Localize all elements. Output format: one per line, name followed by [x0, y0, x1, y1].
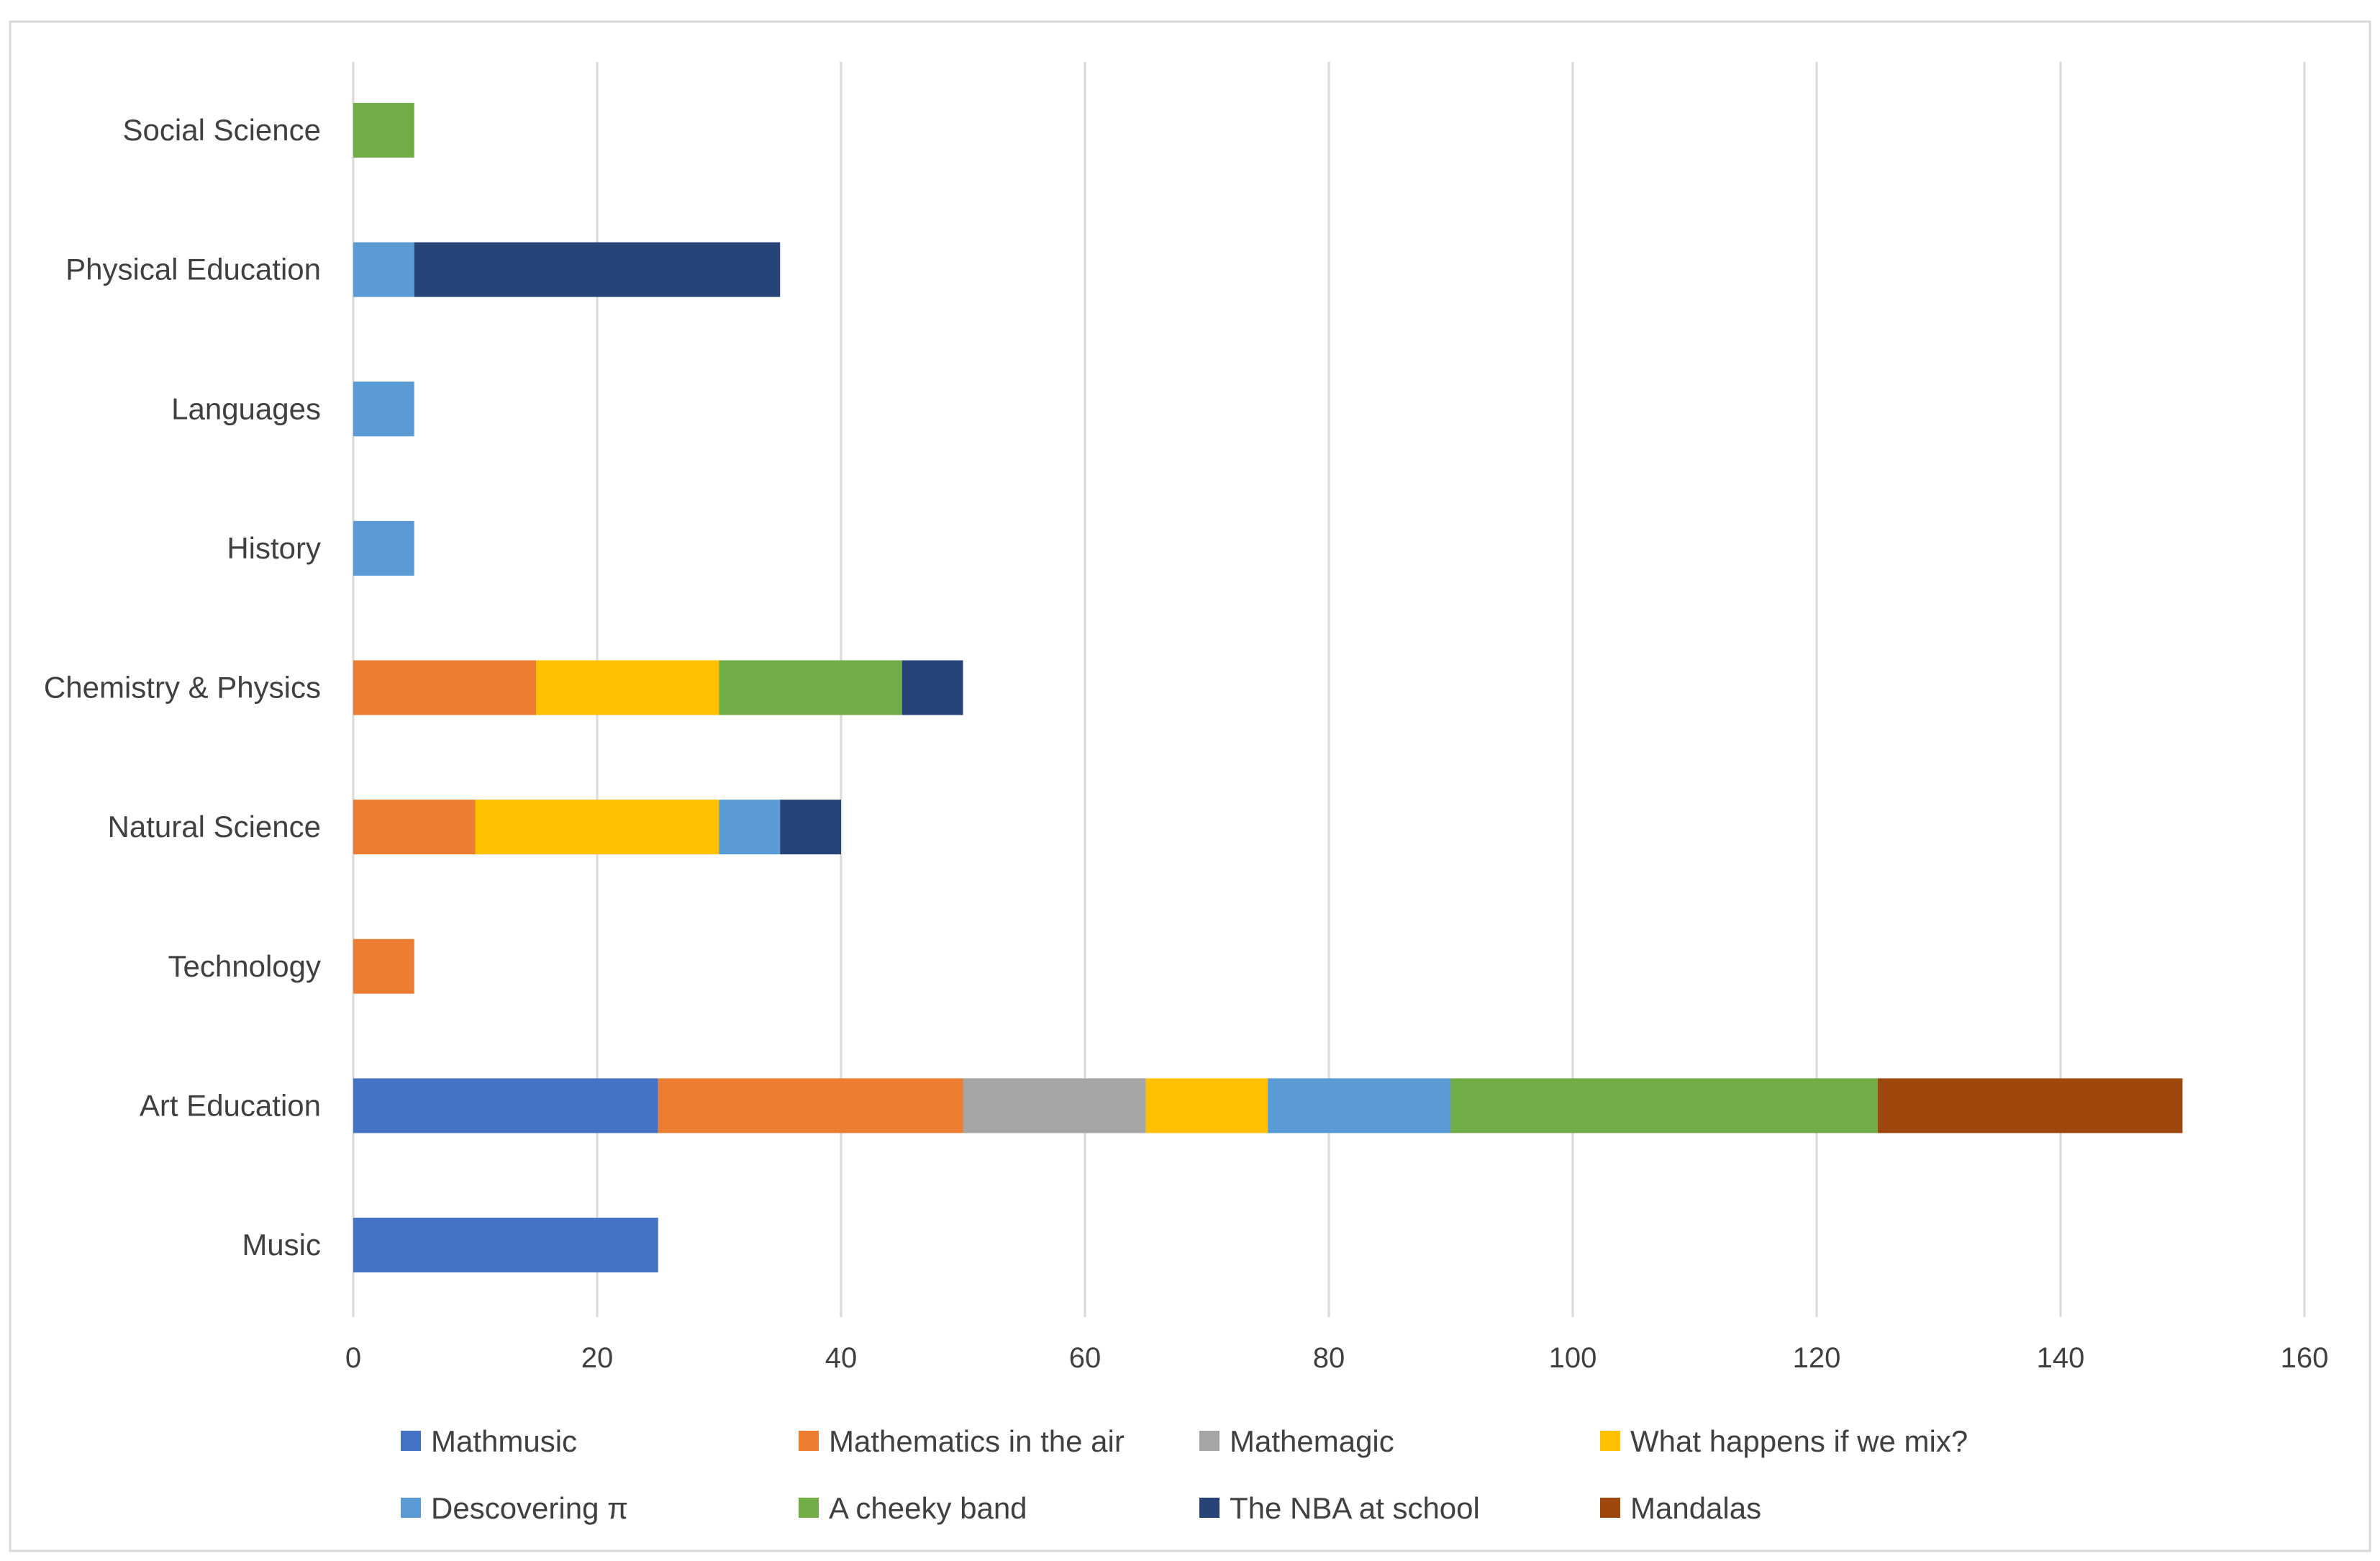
category-label: Social Science: [123, 113, 321, 147]
x-tick-label-160: 160: [2281, 1342, 2329, 1374]
bar-segment: [719, 660, 902, 715]
bar-segment: [536, 660, 719, 715]
bar-segment: [901, 660, 963, 715]
x-tick-label-60: 60: [1069, 1342, 1102, 1374]
bar-segment: [414, 242, 781, 297]
legend-swatch: [1600, 1498, 1620, 1518]
category-label: History: [227, 531, 321, 565]
legend-label: Mathematics in the air: [829, 1424, 1125, 1458]
category-labels: Music Art Education Technology Natural Scie…: [44, 113, 321, 1262]
x-tick-label-80: 80: [1313, 1342, 1345, 1374]
legend-label: A cheeky band: [829, 1491, 1027, 1525]
legend-swatch: [401, 1431, 421, 1451]
legend: Mathmusic Mathematics in the air Mathemagi…: [401, 1424, 1968, 1525]
bar-segment: [780, 800, 841, 855]
legend-label: Mandalas: [1630, 1491, 1761, 1525]
legend-swatch: [799, 1431, 819, 1451]
legend-swatch: [401, 1498, 421, 1518]
category-label: Languages: [171, 392, 321, 425]
bar-segment: [963, 1078, 1146, 1134]
bar-segment: [353, 242, 414, 297]
x-tick-label-120: 120: [1793, 1342, 1841, 1374]
bars: [353, 103, 2183, 1272]
x-axis-tick-labels: 0 20 40 60 80 100 120 140 160: [345, 1342, 2329, 1374]
bar-segment: [353, 938, 414, 994]
legend-label: Mathmusic: [431, 1424, 577, 1458]
bar-segment: [658, 1078, 963, 1134]
legend-swatch: [1199, 1431, 1219, 1451]
bar-segment: [353, 800, 476, 855]
bar-segment: [475, 800, 719, 855]
bar-segment: [353, 103, 414, 158]
legend-swatch: [799, 1498, 819, 1518]
legend-swatch: [1600, 1431, 1620, 1451]
bar-segment: [1145, 1078, 1268, 1134]
bar-segment: [353, 1218, 658, 1272]
bar-segment: [1268, 1078, 1451, 1134]
legend-label: What happens if we mix?: [1630, 1424, 1968, 1458]
category-label: Natural Science: [108, 810, 321, 843]
bar-segment: [353, 660, 537, 715]
category-label: Physical Education: [65, 253, 321, 286]
bar-segment: [353, 1078, 658, 1134]
x-tick-label-40: 40: [825, 1342, 858, 1374]
legend-label: Mathemagic: [1230, 1424, 1394, 1458]
category-label: Technology: [168, 949, 321, 983]
legend-label: Descovering π: [431, 1491, 628, 1525]
category-label: Art Education: [140, 1088, 321, 1122]
legend-swatch: [1199, 1498, 1219, 1518]
x-tick-label-0: 0: [345, 1342, 361, 1374]
bar-segment: [353, 381, 414, 437]
category-label: Music: [242, 1228, 321, 1262]
x-tick-label-100: 100: [1549, 1342, 1597, 1374]
category-label: Chemistry & Physics: [44, 671, 321, 705]
x-tick-label-20: 20: [581, 1342, 614, 1374]
bar-segment: [1877, 1078, 2183, 1134]
bar-segment: [353, 520, 414, 576]
bar-segment: [719, 800, 781, 855]
legend-label: The NBA at school: [1230, 1491, 1480, 1525]
bar-segment: [1450, 1078, 1878, 1134]
x-tick-label-140: 140: [2037, 1342, 2085, 1374]
